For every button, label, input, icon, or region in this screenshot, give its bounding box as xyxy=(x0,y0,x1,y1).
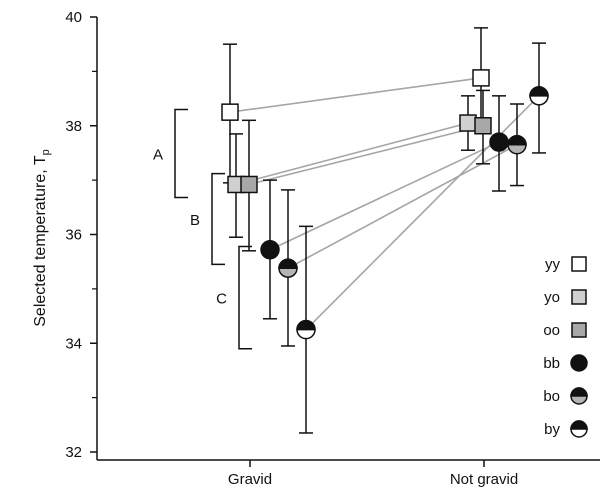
connector-line xyxy=(305,95,540,331)
x-category-label: Not gravid xyxy=(450,471,518,488)
connector-line xyxy=(248,124,484,186)
error-bars xyxy=(223,27,546,434)
y-axis-title-subscript: p xyxy=(40,149,52,155)
legend-marker xyxy=(571,256,587,272)
data-point xyxy=(507,135,527,155)
group-bracket-label: C xyxy=(216,291,227,308)
connector-line xyxy=(287,144,518,269)
legend-label: bo xyxy=(543,388,560,405)
data-point xyxy=(459,114,477,132)
y-tick-label: 34 xyxy=(65,335,82,352)
y-axis-title-text: Selected temperature, T xyxy=(32,155,49,327)
data-point xyxy=(296,319,316,340)
y-tick-label: 36 xyxy=(65,227,82,244)
connector-lines xyxy=(229,77,540,331)
group-bracket-label: A xyxy=(153,146,163,163)
y-tick-label: 38 xyxy=(65,118,82,135)
y-tick-label: 32 xyxy=(65,444,82,461)
legend-marker xyxy=(571,322,587,338)
axes xyxy=(96,17,600,461)
group-bracket xyxy=(174,108,188,199)
data-point xyxy=(221,103,239,121)
legend-marker xyxy=(570,420,588,438)
data-point xyxy=(260,239,280,260)
legend-label: oo xyxy=(543,322,560,339)
data-point xyxy=(472,69,490,87)
data-point xyxy=(240,175,258,194)
legend-label: by xyxy=(544,421,560,438)
group-brackets: A B C xyxy=(153,108,252,350)
data-point xyxy=(529,86,549,106)
data-point xyxy=(474,117,492,135)
y-ticks: 32 34 36 38 40 xyxy=(65,9,97,461)
data-points xyxy=(221,69,549,340)
group-bracket-label: B xyxy=(190,212,200,229)
y-tick-label: 40 xyxy=(65,9,82,26)
legend-label: yy xyxy=(545,256,561,273)
legend-marker xyxy=(570,354,588,372)
legend-marker xyxy=(570,387,588,405)
connector-line xyxy=(235,122,469,186)
group-bracket xyxy=(211,172,225,266)
x-ticks: Gravid Not gravid xyxy=(228,460,518,488)
connector-line xyxy=(269,141,500,251)
y-axis-title: Selected temperature, Tp xyxy=(32,149,52,326)
legend: yy yo oo bb bo by xyxy=(543,256,588,438)
x-category-label: Gravid xyxy=(228,471,272,488)
group-bracket xyxy=(238,245,252,350)
legend-label: bb xyxy=(543,355,560,372)
connector-line xyxy=(229,77,482,113)
legend-marker xyxy=(571,289,587,305)
data-point xyxy=(278,258,298,278)
data-point xyxy=(489,132,509,152)
legend-label: yo xyxy=(544,289,560,306)
